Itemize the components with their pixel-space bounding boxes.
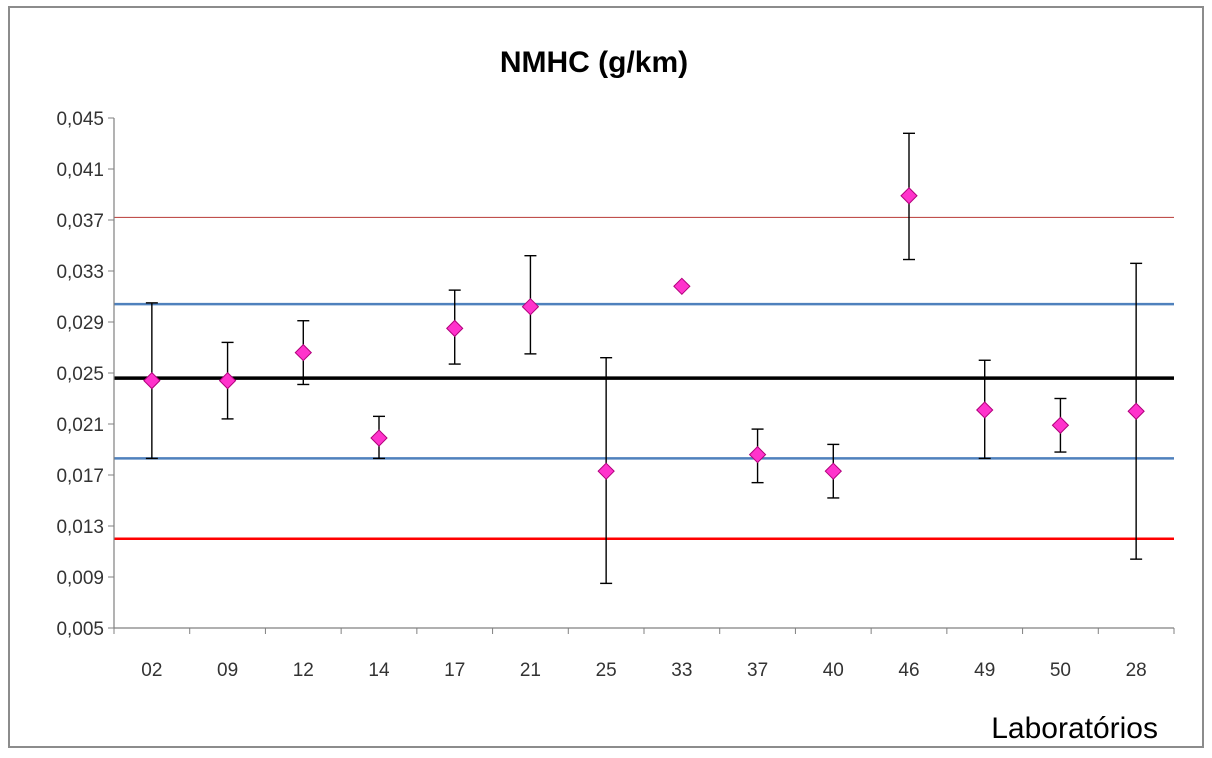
reference-lines	[114, 216, 1174, 540]
x-tick-label: 21	[520, 660, 541, 681]
x-tick-label: 49	[974, 660, 995, 681]
y-tick-label: 0,021	[56, 415, 104, 436]
x-axis-label: Laboratórios	[991, 712, 1158, 745]
data-point	[900, 187, 918, 205]
data-point	[446, 319, 464, 338]
data-point	[143, 371, 161, 390]
x-tick-label: 46	[898, 660, 919, 681]
data-point	[673, 277, 691, 296]
axes: 0,005 0,009 0,013 0,017 0,021 0,025 0,029 0,033…	[56, 109, 1175, 681]
x-tick-label: 09	[217, 660, 238, 681]
x-tick-label: 25	[596, 660, 617, 681]
data-point	[370, 429, 388, 447]
y-tick-label: 0,029	[56, 313, 104, 334]
x-tick-label: 12	[293, 660, 314, 681]
y-tick-label: 0,017	[56, 466, 104, 487]
x-tick-label: 14	[368, 660, 390, 681]
error-bars	[145, 132, 1143, 585]
x-tick-label: 17	[444, 660, 465, 681]
chart-title: NMHC (g/km)	[500, 46, 688, 79]
data-markers	[143, 187, 1145, 480]
x-tick-label: 40	[823, 660, 844, 681]
y-tick-label: 0,013	[56, 517, 104, 538]
data-point	[597, 462, 615, 480]
data-point	[521, 297, 540, 316]
y-tick-label: 0,025	[56, 364, 104, 385]
nmhc-chart: NMHC (g/km) 0,0050,0090,0130,0170,0210,0…	[56, 46, 1175, 745]
y-tick-label: 0,009	[56, 568, 104, 589]
x-tick-label: 50	[1050, 660, 1071, 681]
chart-frame: NMHC (g/km) 0,005 0,009 0,013 0,017 0,021 0,0…	[8, 6, 1204, 748]
data-point	[1127, 402, 1145, 420]
x-tick-label: 02	[141, 660, 162, 681]
data-point	[218, 371, 237, 390]
data-point	[824, 462, 842, 480]
y-tick-label: 0,037	[56, 211, 104, 232]
x-tick-label: 37	[747, 660, 768, 681]
x-tick-label: 33	[671, 660, 692, 681]
data-point	[976, 401, 994, 419]
y-tick-label: 0,041	[56, 160, 104, 181]
data-point	[294, 343, 312, 362]
y-tick-label: 0,005	[56, 619, 104, 640]
y-tick-label: 0,033	[56, 262, 104, 283]
y-tick-label: 0,045	[56, 109, 104, 130]
data-point	[1051, 416, 1070, 434]
x-tick-label: 28	[1126, 660, 1147, 681]
data-point	[748, 445, 767, 464]
